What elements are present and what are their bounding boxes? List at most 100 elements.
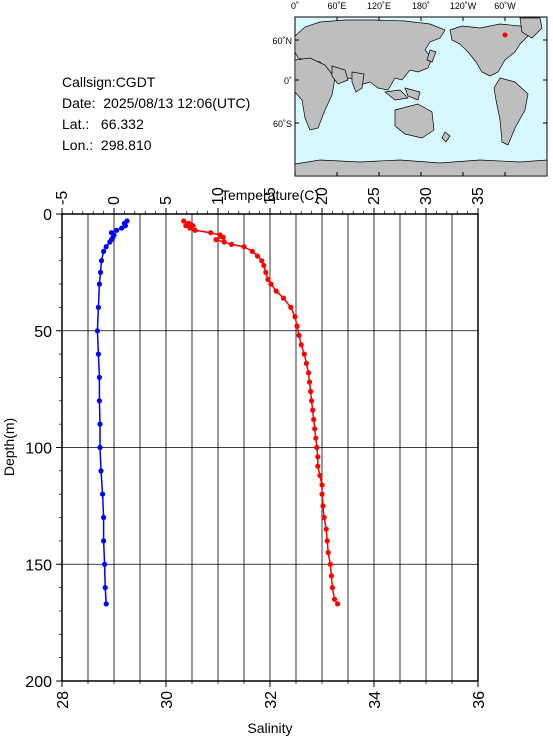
temperature-point <box>323 526 329 532</box>
salinity-profile-line <box>96 220 128 604</box>
salinity-tick-label: 28 <box>55 691 72 709</box>
salinity-point <box>102 561 108 567</box>
temperature-point <box>335 601 341 607</box>
depth-tick-label: 150 <box>25 557 52 574</box>
station-info: Callsign:CGDT Date: 2025/08/13 12:06(UTC… <box>62 72 250 156</box>
temperature-point <box>317 472 323 479</box>
salinity-tick-label: 32 <box>263 691 280 709</box>
longitude-label: Lon.: 298.810 <box>62 137 152 153</box>
salinity-point <box>103 601 109 607</box>
map-top-tick-label: 0˚ <box>291 1 299 11</box>
temperature-point <box>280 295 287 301</box>
temperature-point <box>325 550 331 556</box>
salinity-point <box>103 244 109 250</box>
temperature-point <box>292 314 298 320</box>
temperature-point <box>305 370 312 376</box>
map-top-tick-label: 60˚E <box>327 1 346 11</box>
temperature-point <box>310 407 316 413</box>
salinity-point <box>100 491 106 497</box>
temperature-point <box>268 281 274 287</box>
temperature-tick-label: 10 <box>210 187 227 205</box>
temperature-tick-label: 5 <box>158 196 175 205</box>
temperature-point <box>254 253 261 259</box>
temperature-point <box>213 237 219 243</box>
map-top-tick-label: 120˚E <box>367 1 391 11</box>
chart-grid <box>62 214 478 681</box>
temperature-point <box>315 463 321 469</box>
temperature-point <box>319 491 325 497</box>
temperature-point <box>249 248 255 254</box>
temperature-tick-label: 20 <box>314 187 331 205</box>
salinity-axis-label: Salinity <box>247 720 292 736</box>
temperature-tick-label: 0 <box>106 196 123 205</box>
depth-tick-label: 0 <box>43 207 52 224</box>
map-side-tick-label: 60˚S <box>273 119 292 129</box>
temperature-point <box>298 342 304 348</box>
latitude-label: Lat.: 66.332 <box>62 116 144 132</box>
temperature-axis-label: Temperature(C) <box>221 187 319 203</box>
salinity-tick-label: 36 <box>471 691 488 709</box>
temperature-point <box>309 398 315 404</box>
world-map: 0˚ 60˚E 120˚E 180˚ 120˚W 60˚W 60˚N 0˚ 60… <box>272 1 548 177</box>
temperature-point <box>261 262 267 268</box>
salinity-point <box>95 351 101 357</box>
map-top-tick-label: 60˚W <box>494 1 516 11</box>
depth-tick-label: 100 <box>25 441 52 458</box>
temperature-point <box>288 304 294 310</box>
temperature-point <box>273 288 279 294</box>
map-side-tick-label: 60˚N <box>272 36 292 46</box>
date-label: Date: 2025/08/13 12:06(UTC) <box>62 95 251 111</box>
salinity-point <box>101 538 107 544</box>
temperature-point <box>228 241 235 247</box>
temperature-point <box>208 230 214 236</box>
salinity-tick-label: 30 <box>159 691 176 709</box>
depth-axis-label: Depth(m) <box>1 418 17 476</box>
map-top-tick-label: 120˚W <box>450 1 477 11</box>
map-land <box>294 17 548 177</box>
temperature-tick-label: 35 <box>470 187 487 205</box>
salinity-point <box>101 514 107 521</box>
temperature-point <box>221 239 227 245</box>
temperature-point <box>331 596 338 602</box>
temperature-point <box>301 351 307 357</box>
temperature-point <box>187 225 193 231</box>
salinity-point <box>96 281 102 287</box>
temperature-point <box>241 244 247 250</box>
temperature-tick-label: 30 <box>418 187 435 205</box>
temperature-point <box>265 276 271 282</box>
callsign-label: Callsign:CGDT <box>62 74 156 90</box>
temperature-tick-label: 15 <box>262 187 279 205</box>
temperature-point <box>296 332 302 338</box>
depth-tick-label: 50 <box>34 324 52 341</box>
salinity-point <box>114 227 120 233</box>
temperature-point <box>303 360 309 366</box>
temperature-point <box>313 435 319 441</box>
salinity-point <box>119 225 125 231</box>
temperature-point <box>327 561 333 567</box>
temperature-point <box>314 444 320 451</box>
salinity-point <box>107 239 113 245</box>
temperature-point <box>263 269 269 275</box>
salinity-point <box>96 374 102 380</box>
temperature-point <box>294 323 300 329</box>
temperature-point <box>315 454 321 460</box>
temperature-point <box>320 503 326 509</box>
temperature-point <box>321 514 327 521</box>
depth-tick-label: 200 <box>25 674 52 691</box>
temperature-point <box>308 388 314 395</box>
temperature-point <box>328 573 334 579</box>
salinity-point <box>95 304 101 310</box>
salinity-point <box>97 269 104 275</box>
temperature-point <box>324 538 330 544</box>
temperature-point <box>306 379 313 385</box>
temperature-point <box>181 218 187 224</box>
map-top-tick-label: 180˚ <box>412 1 430 11</box>
temperature-point <box>311 416 317 423</box>
plot-series <box>94 218 341 607</box>
salinity-point <box>96 398 102 404</box>
salinity-point <box>101 248 107 254</box>
map-ticks <box>294 17 547 176</box>
salinity-point <box>98 468 104 474</box>
